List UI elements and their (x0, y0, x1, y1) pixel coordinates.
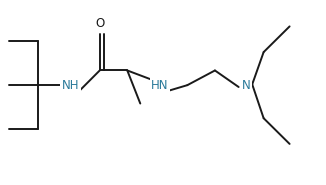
Text: N: N (241, 79, 250, 92)
Text: NH: NH (62, 79, 79, 92)
Text: HN: HN (151, 79, 169, 92)
Text: O: O (95, 17, 104, 30)
